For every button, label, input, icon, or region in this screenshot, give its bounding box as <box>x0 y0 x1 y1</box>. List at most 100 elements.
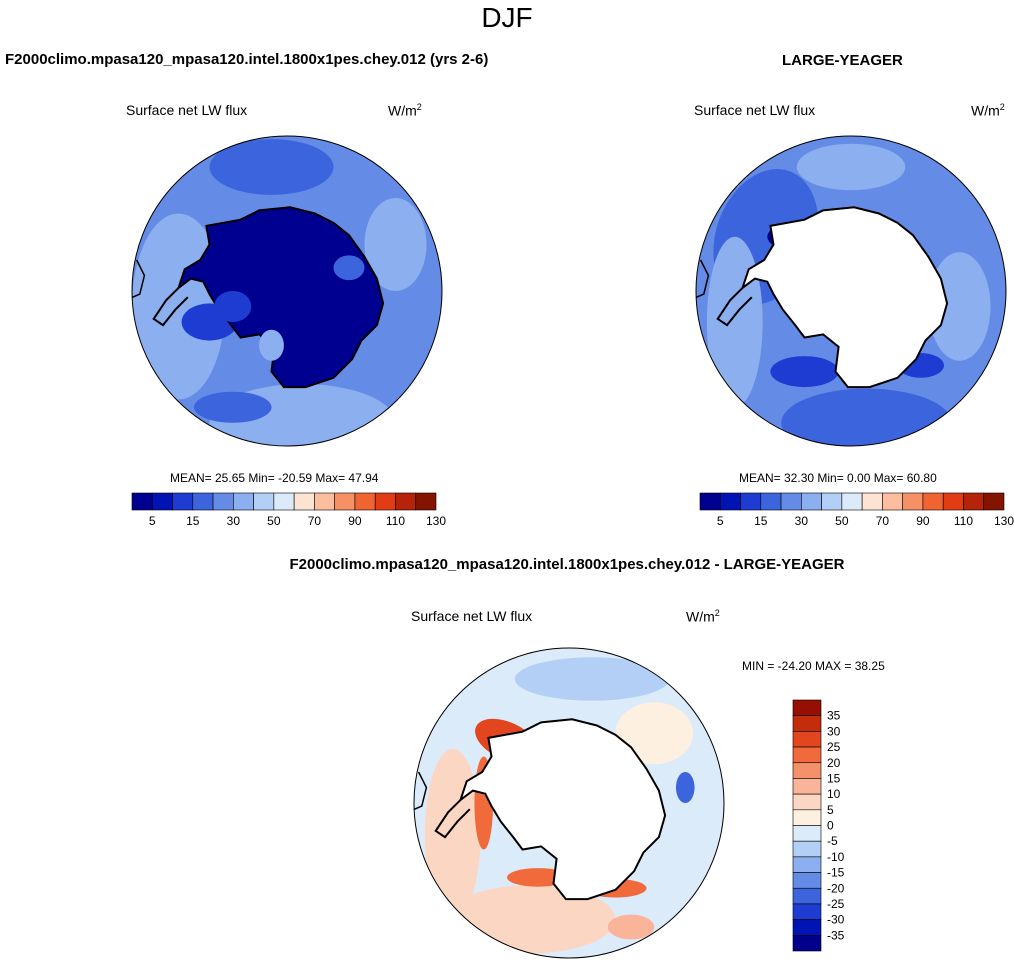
panel3-antarctica <box>458 718 667 901</box>
colorbar-swatch <box>942 492 964 511</box>
colorbar-tick-label: 15 <box>754 514 768 528</box>
panel1-field-patch <box>194 391 272 423</box>
colorbar-tick-label: 90 <box>916 514 930 528</box>
panel3-map-border <box>413 647 725 959</box>
colorbar-tick-label: 15 <box>827 771 841 785</box>
colorbar-swatch <box>792 699 822 716</box>
colorbar-tick-label: 110 <box>954 514 973 528</box>
colorbar-swatch <box>792 809 822 826</box>
colorbar-swatch <box>792 840 822 858</box>
panel1-field-patch <box>209 139 334 195</box>
panel2-stats: MEAN= 32.30 Min= 0.00 Max= 60.80 <box>739 471 937 485</box>
colorbar-tick-label: 50 <box>267 514 281 528</box>
colorbar-tick-label: 5 <box>827 803 834 817</box>
colorbar-swatch <box>334 492 356 511</box>
colorbar-tick-label: 90 <box>348 514 362 528</box>
figure-title: DJF <box>481 2 533 33</box>
colorbar-swatch <box>983 492 1005 511</box>
panel1-variable-label: Surface net LW flux <box>126 102 248 118</box>
colorbar-swatch <box>902 492 924 511</box>
colorbar-swatch <box>792 793 822 811</box>
colorbar-swatch <box>792 887 822 905</box>
colorbar-tick-label: 30 <box>227 514 241 528</box>
panel2-title: LARGE-YEAGER <box>782 52 903 69</box>
colorbar-swatch <box>273 492 295 511</box>
colorbar-tick-label: 0 <box>827 819 834 833</box>
colorbar-swatch <box>821 492 843 511</box>
panel3-field-patch <box>424 748 481 920</box>
colorbar-tick-label: 130 <box>426 514 446 528</box>
colorbar-tick-label: 10 <box>827 787 841 801</box>
panel1-land-patch <box>259 329 284 361</box>
colorbar-swatch <box>395 492 417 511</box>
colorbar-tick-label: -15 <box>827 866 845 880</box>
colorbar-swatch <box>192 492 214 511</box>
panel1-map <box>131 135 443 447</box>
colorbar-tick-label: -35 <box>827 928 845 942</box>
colorbar-swatch <box>151 492 173 511</box>
panel1-title: F2000climo.mpasa120_mpasa120.intel.1800x… <box>5 51 489 68</box>
panel2-variable-label: Surface net LW flux <box>694 102 816 118</box>
colorbar-tick-label: -25 <box>827 897 845 911</box>
panel2-field-patch <box>770 356 839 388</box>
colorbar-swatch <box>415 492 437 511</box>
colorbar-swatch <box>841 492 863 511</box>
colorbar-tick-label: 70 <box>876 514 890 528</box>
colorbar-swatch <box>963 492 985 511</box>
colorbar-swatch <box>253 492 275 511</box>
colorbar-swatch <box>212 492 234 511</box>
panel1-peninsula <box>152 287 189 327</box>
panel3-field-patch <box>675 772 695 803</box>
panel3-units-label: W/m2 <box>686 608 720 625</box>
colorbar-swatch <box>719 492 741 511</box>
panel2-peninsula <box>716 287 753 327</box>
colorbar-tick-label: 15 <box>186 514 200 528</box>
panel1-colorbar: 5 15 30 50 70 90 110 130 <box>131 492 446 528</box>
panel3-south-america <box>414 771 428 812</box>
colorbar-swatch <box>699 492 721 511</box>
colorbar-swatch <box>922 492 944 511</box>
colorbar-tick-label: 30 <box>795 514 809 528</box>
panel2-map-border <box>695 135 1007 447</box>
colorbar-swatch <box>792 715 822 732</box>
colorbar-swatch <box>354 492 376 511</box>
colorbar-tick-label: 5 <box>149 514 156 528</box>
panel1-map-border <box>131 135 443 447</box>
colorbar-swatch <box>233 492 254 511</box>
colorbar-swatch <box>780 492 802 511</box>
panel2-units-label: W/m2 <box>971 102 1005 119</box>
panel1-stats: MEAN= 25.65 Min= -20.59 Max= 47.94 <box>170 471 379 485</box>
colorbar-tick-label: 70 <box>308 514 322 528</box>
colorbar-swatch <box>801 492 822 511</box>
panel2-field-patch <box>796 143 906 191</box>
colorbar-tick-label: 130 <box>994 514 1014 528</box>
colorbar-tick-label: -20 <box>827 881 845 895</box>
colorbar-swatch <box>740 492 762 511</box>
colorbar-tick-label: 50 <box>835 514 849 528</box>
panel2-field-patch <box>781 388 952 446</box>
colorbar-swatch <box>792 762 822 779</box>
panel2-map <box>695 135 1007 447</box>
panel1-land-patch <box>214 291 252 322</box>
colorbar-swatch <box>293 492 315 511</box>
panel3-peninsula <box>434 799 471 839</box>
colorbar-swatch <box>792 825 822 842</box>
panel3-field-patch <box>615 702 693 765</box>
panel3-field-patch <box>607 914 655 940</box>
colorbar-tick-label: -30 <box>827 913 845 927</box>
panel3-title: F2000climo.mpasa120_mpasa120.intel.1800x… <box>289 556 845 573</box>
colorbar-tick-label: -10 <box>827 850 845 864</box>
colorbar-swatch <box>760 492 782 511</box>
panel2-colorbar: 5 15 30 50 70 90 110 130 <box>699 492 1014 528</box>
colorbar-swatch <box>882 492 903 511</box>
panel3-map <box>413 647 725 959</box>
colorbar-tick-label: 25 <box>827 740 841 754</box>
panel1-south-america <box>132 259 146 300</box>
panel3-field-patch <box>514 657 670 701</box>
colorbar-tick-label: 35 <box>827 709 841 723</box>
colorbar-swatch <box>792 731 822 748</box>
colorbar-swatch <box>172 492 194 511</box>
colorbar-swatch <box>792 856 822 873</box>
